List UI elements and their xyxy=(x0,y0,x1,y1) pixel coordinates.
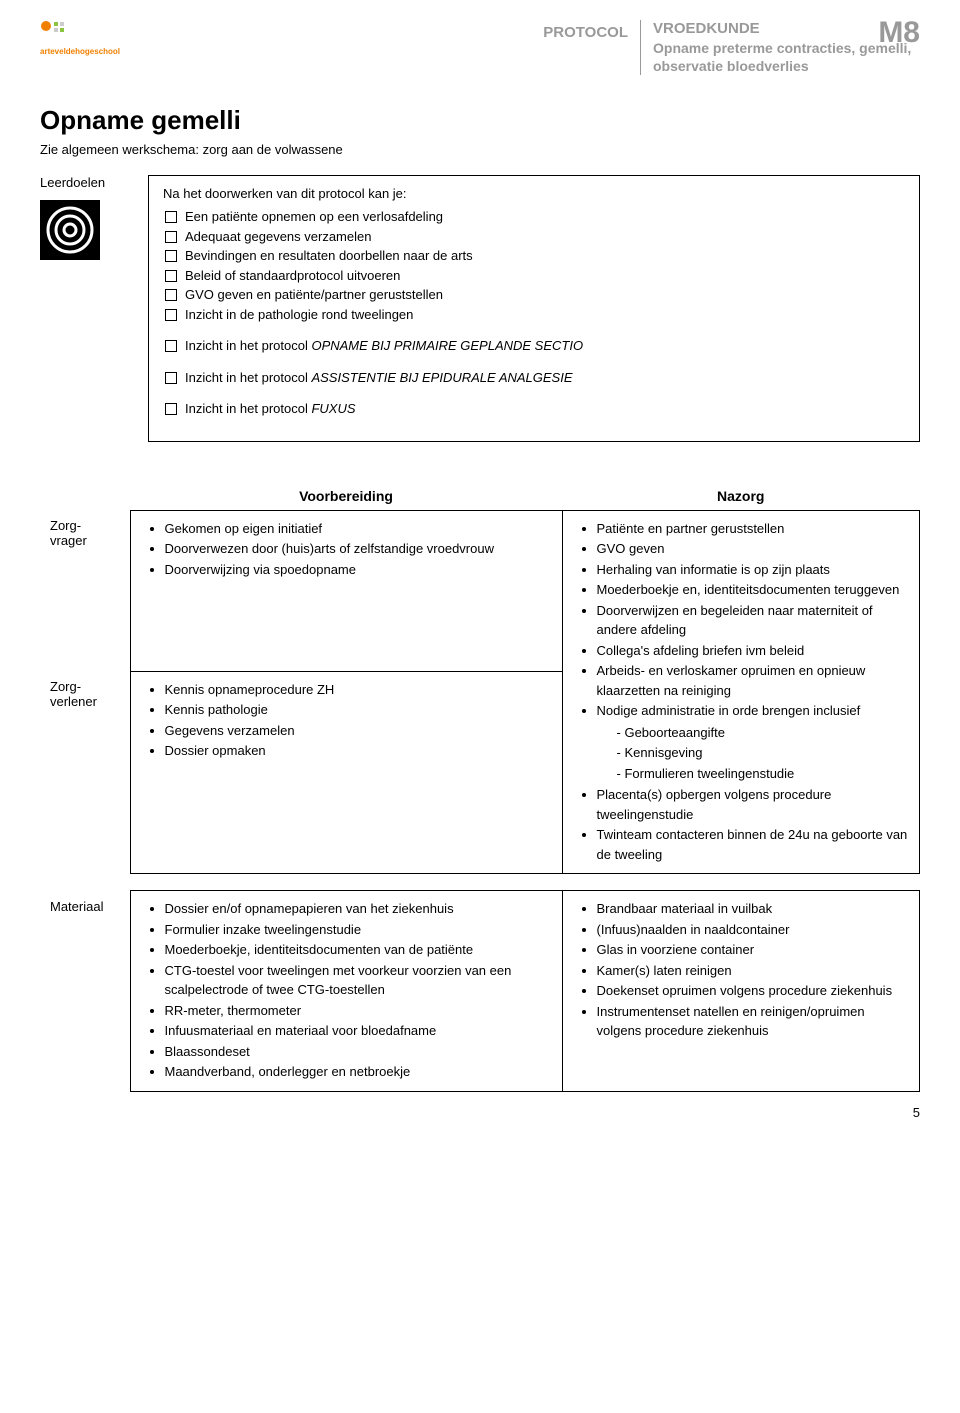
list-item: Arbeids- en verloskamer opruimen en opni… xyxy=(597,661,910,700)
text: Nodige administratie in orde brengen inc… xyxy=(597,703,861,718)
list-item: Dossier en/of opnamepapieren van het zie… xyxy=(165,899,552,919)
list-item: Gekomen op eigen initiatief xyxy=(165,519,552,539)
text-italic: OPNAME BIJ PRIMAIRE GEPLANDE SECTIO xyxy=(311,338,583,353)
list-item: Inzicht in het protocol OPNAME BIJ PRIMA… xyxy=(163,336,905,356)
logo-icon xyxy=(40,20,68,47)
header-right: VROEDKUNDE Opname preterme contracties, … xyxy=(640,20,920,75)
list-item: Kamer(s) laten reinigen xyxy=(597,961,910,981)
list-item: Moederboekje, identiteitsdocumenten van … xyxy=(165,940,552,960)
schema-line: Zie algemeen werkschema: zorg aan de vol… xyxy=(40,142,920,157)
list-item: Twinteam contacteren binnen de 24u na ge… xyxy=(597,825,910,864)
leerdoelen-list-extra2: Inzicht in het protocol ASSISTENTIE BIJ … xyxy=(163,368,905,388)
list-item: Gegevens verzamelen xyxy=(165,721,552,741)
text-italic: ASSISTENTIE BIJ EPIDURALE ANALGESIE xyxy=(311,370,572,385)
row-label-zorgverlener: Zorg-verlener xyxy=(40,671,130,874)
list-item: Formulieren tweelingenstudie xyxy=(617,764,910,784)
cell-zorg-nazorg: Patiënte en partner geruststellen GVO ge… xyxy=(562,510,920,874)
cell-materiaal-voorbereiding: Dossier en/of opnamepapieren van het zie… xyxy=(130,891,562,1092)
list-item: GVO geven en patiënte/partner geruststel… xyxy=(163,285,905,305)
list-item: Doorverwijzing via spoedopname xyxy=(165,560,552,580)
list-item: Maandverband, onderlegger en netbroekje xyxy=(165,1062,552,1082)
col-header-nazorg: Nazorg xyxy=(562,482,920,511)
list-item: Dossier opmaken xyxy=(165,741,552,761)
leerdoelen-list-main: Een patiënte opnemen op een verlosafdeli… xyxy=(163,207,905,324)
leerdoelen-box: Na het doorwerken van dit protocol kan j… xyxy=(148,175,920,442)
list-item: Moederboekje en, identiteitsdocumenten t… xyxy=(597,580,910,600)
list-item: Formulier inzake tweelingenstudie xyxy=(165,920,552,940)
list-item: Kennisgeving xyxy=(617,743,910,763)
list-item: Inzicht in het protocol FUXUS xyxy=(163,399,905,419)
cell-zorgverlener-voorbereiding: Kennis opnameprocedure ZH Kennis patholo… xyxy=(130,671,562,874)
page-number: 5 xyxy=(913,1105,920,1120)
target-icon xyxy=(40,200,100,260)
list-item: Een patiënte opnemen op een verlosafdeli… xyxy=(163,207,905,227)
list-item: Glas in voorziene container xyxy=(597,940,910,960)
list-item: Inzicht in het protocol ASSISTENTIE BIJ … xyxy=(163,368,905,388)
col-header-voorbereiding: Voorbereiding xyxy=(130,482,562,511)
list-item: Inzicht in de pathologie rond tweelingen xyxy=(163,305,905,325)
text: Inzicht in het protocol xyxy=(185,338,311,353)
document-code: M8 xyxy=(878,16,920,50)
page-title: Opname gemelli xyxy=(40,105,920,136)
list-item: Geboorteaangifte xyxy=(617,723,910,743)
list-item: Infuusmateriaal en materiaal voor bloeda… xyxy=(165,1021,552,1041)
list-item: Doorverwijzen en begeleiden naar materni… xyxy=(597,601,910,640)
list-item: Beleid of standaardprotocol uitvoeren xyxy=(163,266,905,286)
list-item: Kennis opnameprocedure ZH xyxy=(165,680,552,700)
row-label-zorgvrager: Zorg-vrager xyxy=(40,510,130,671)
list-item: Brandbaar materiaal in vuilbak xyxy=(597,899,910,919)
list-item: Herhaling van informatie is op zijn plaa… xyxy=(597,560,910,580)
leerdoelen-section: Leerdoelen Na het doorwerken van dit pro… xyxy=(40,175,920,442)
document-header: arteveldehogeschool PROTOCOL VROEDKUNDE … xyxy=(40,20,920,75)
list-item: Doorverwezen door (huis)arts of zelfstan… xyxy=(165,539,552,559)
list-item: Collega's afdeling briefen ivm beleid xyxy=(597,641,910,661)
main-table-wrap: Voorbereiding Nazorg Zorg-vrager Gekomen… xyxy=(40,482,920,1092)
logo-text: arteveldehogeschool xyxy=(40,47,160,56)
list-item: Nodige administratie in orde brengen inc… xyxy=(597,701,910,783)
list-item: Blaassondeset xyxy=(165,1042,552,1062)
protocol-label: PROTOCOL xyxy=(543,24,628,41)
list-item: Instrumentenset natellen en reinigen/opr… xyxy=(597,1002,910,1041)
logo-block: arteveldehogeschool xyxy=(40,20,160,56)
main-table: Voorbereiding Nazorg Zorg-vrager Gekomen… xyxy=(40,482,920,1092)
cell-zorgvrager-voorbereiding: Gekomen op eigen initiatief Doorverwezen… xyxy=(130,510,562,671)
list-item: CTG-toestel voor tweelingen met voorkeur… xyxy=(165,961,552,1000)
text-italic: FUXUS xyxy=(311,401,355,416)
leerdoelen-label: Leerdoelen xyxy=(40,175,130,190)
list-item: Doekenset opruimen volgens procedure zie… xyxy=(597,981,910,1001)
list-item: Adequaat gegevens verzamelen xyxy=(163,227,905,247)
list-item: RR-meter, thermometer xyxy=(165,1001,552,1021)
leerdoelen-list-extra3: Inzicht in het protocol FUXUS xyxy=(163,399,905,419)
header-center: PROTOCOL xyxy=(160,20,640,42)
list-item: Patiënte en partner geruststellen xyxy=(597,519,910,539)
leerdoelen-list-extra1: Inzicht in het protocol OPNAME BIJ PRIMA… xyxy=(163,336,905,356)
list-item: Bevindingen en resultaten doorbellen naa… xyxy=(163,246,905,266)
list-item: Kennis pathologie xyxy=(165,700,552,720)
text: Inzicht in het protocol xyxy=(185,370,311,385)
leerdoelen-intro: Na het doorwerken van dit protocol kan j… xyxy=(163,186,905,201)
row-label-materiaal: Materiaal xyxy=(40,891,130,1092)
cell-materiaal-nazorg: Brandbaar materiaal in vuilbak (Infuus)n… xyxy=(562,891,920,1092)
list-item: Placenta(s) opbergen volgens procedure t… xyxy=(597,785,910,824)
text: Inzicht in het protocol xyxy=(185,401,311,416)
list-item: (Infuus)naalden in naaldcontainer xyxy=(597,920,910,940)
list-item: GVO geven xyxy=(597,539,910,559)
